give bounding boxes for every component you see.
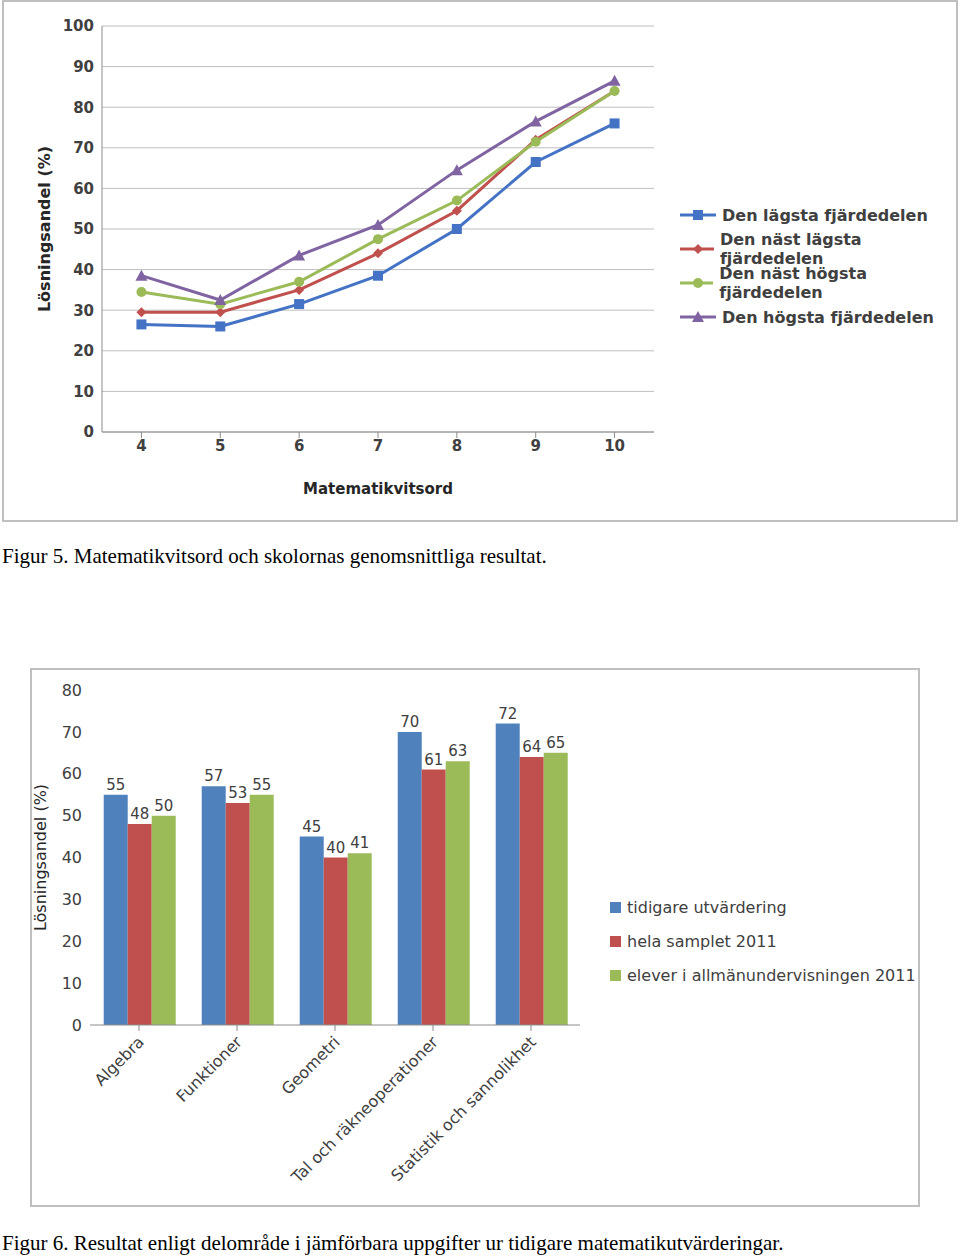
svg-text:5: 5 <box>215 437 225 455</box>
svg-text:72: 72 <box>498 705 517 723</box>
html-text:Den lägsta fjärdedelen: Den lägsta fjärdedelen <box>722 205 928 225</box>
html-text:Figur 6. Resultat enligt delom: Figur 6. Resultat enligt delområde i jäm… <box>2 1231 784 1255</box>
svg-text:61: 61 <box>424 751 443 769</box>
html-text:tidigare utvärdering: tidigare utvärdering <box>627 897 787 917</box>
svg-text:Algebra: Algebra <box>91 1032 148 1089</box>
svg-text:0: 0 <box>72 1016 82 1035</box>
svg-text:60: 60 <box>73 180 94 198</box>
svg-text:57: 57 <box>204 767 223 785</box>
svg-text:30: 30 <box>62 890 82 909</box>
svg-text:10: 10 <box>62 974 82 993</box>
svg-text:100: 100 <box>63 17 94 35</box>
html-text:Den högsta fjärdedelen: Den högsta fjärdedelen <box>722 307 934 327</box>
svg-text:7: 7 <box>373 437 383 455</box>
svg-text:4: 4 <box>136 437 146 455</box>
svg-text:63: 63 <box>448 742 467 760</box>
svg-text:20: 20 <box>73 342 94 360</box>
svg-text:90: 90 <box>73 58 94 76</box>
svg-text:6: 6 <box>294 437 304 455</box>
html-text:hela samplet 2011: hela samplet 2011 <box>627 931 777 951</box>
svg-text:40: 40 <box>73 261 94 279</box>
svg-text:70: 70 <box>73 139 94 157</box>
svg-text:70: 70 <box>62 723 82 742</box>
svg-text:70: 70 <box>400 713 419 731</box>
svg-text:65: 65 <box>546 734 565 752</box>
html-text:elever i allmänundervisningen: elever i allmänundervisningen 2011 <box>627 965 916 985</box>
svg-text:80: 80 <box>62 681 82 700</box>
svg-text:41: 41 <box>350 834 369 852</box>
svg-text:10: 10 <box>73 383 94 401</box>
svg-text:Statistik och sannolikhet: Statistik och sannolikhet <box>387 1032 540 1185</box>
svg-text:50: 50 <box>73 220 94 238</box>
svg-text:50: 50 <box>62 806 82 825</box>
html-text:Figur 5. Matematikvitsord och: Figur 5. Matematikvitsord och skolornas … <box>2 544 547 568</box>
svg-text:55: 55 <box>252 776 271 794</box>
svg-text:80: 80 <box>73 99 94 117</box>
html-text:Den näst lägsta fjärdedelen: Den näst lägsta fjärdedelen <box>719 230 862 268</box>
svg-text:Tal och räkneoperationer: Tal och räkneoperationer <box>287 1032 442 1187</box>
svg-text:Geometri: Geometri <box>278 1032 344 1098</box>
svg-text:20: 20 <box>62 932 82 951</box>
svg-text:48: 48 <box>130 805 149 823</box>
html-text:Den näst högsta fjärdedelen: Den näst högsta fjärdedelen <box>719 264 867 302</box>
svg-text:Lösningsandel (%): Lösningsandel (%) <box>32 784 50 931</box>
svg-text:64: 64 <box>522 738 541 756</box>
svg-text:40: 40 <box>326 839 345 857</box>
svg-text:8: 8 <box>452 437 462 455</box>
svg-text:10: 10 <box>604 437 625 455</box>
svg-text:Funktioner: Funktioner <box>172 1032 246 1106</box>
svg-text:0: 0 <box>84 423 94 441</box>
svg-text:Matematikvitsord: Matematikvitsord <box>303 480 453 498</box>
svg-text:30: 30 <box>73 302 94 320</box>
svg-text:Lösningsandel (%): Lösningsandel (%) <box>35 146 54 312</box>
svg-text:45: 45 <box>302 818 321 836</box>
svg-text:9: 9 <box>530 437 540 455</box>
svg-text:53: 53 <box>228 784 247 802</box>
svg-text:40: 40 <box>62 848 82 867</box>
svg-text:50: 50 <box>154 797 173 815</box>
svg-text:60: 60 <box>62 764 82 783</box>
svg-text:55: 55 <box>106 776 125 794</box>
